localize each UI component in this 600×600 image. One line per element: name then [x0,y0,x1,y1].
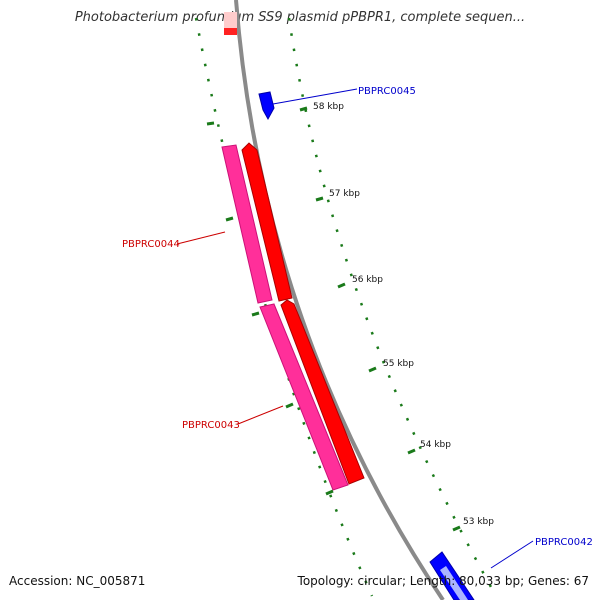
tick-mark [407,448,416,455]
leader-line-pbprc0045 [272,88,358,105]
tick-label: 54 kbp [420,440,451,450]
tick-label: 57 kbp [329,189,360,199]
leader-line-pbprc0043 [237,405,284,425]
tick-mark [225,216,234,222]
cds-pbprc0044 [241,142,293,302]
tick-mark [325,489,334,496]
tick-mark [368,366,377,373]
tick-mark [299,106,308,112]
leader-line-pbprc0042 [490,540,534,569]
topology-summary: Topology: circular; Length: 80,033 bp; G… [297,574,589,588]
accession-label: Accession: NC_005871 [9,574,146,588]
cds-pbprc0043 [280,299,365,485]
tick-label: 55 kbp [383,359,414,369]
tick-label: 58 kbp [313,102,344,112]
gene-label-pbprc0045: PBPRC0045 [358,86,416,97]
tick-mark [206,121,215,126]
leader-line-pbprc0044 [176,231,226,245]
partial-feature-top-edge [224,28,237,35]
gene-label-pbprc0043: PBPRC0043 [182,420,240,431]
cds-pbprc0045 [258,91,275,121]
outer-dotted-ring [287,17,498,597]
tick-mark [337,282,346,289]
orf-band-pbprc0043 [259,303,349,491]
tick-mark [315,196,324,202]
gene-label-pbprc0044: PBPRC0044 [122,239,180,250]
gene-label-pbprc0042: PBPRC0042 [535,537,593,548]
tick-mark [251,311,260,317]
tick-mark [285,402,294,409]
orf-band-pbprc0044 [221,144,273,304]
tick-label: 56 kbp [352,275,383,285]
cds-pbprc0042-shade [440,566,468,600]
sequence-backbone [234,0,445,600]
map-title: Photobacterium profundum SS9 plasmid pPB… [74,10,526,25]
tick-mark [452,525,461,532]
tick-label: 53 kbp [463,517,494,527]
